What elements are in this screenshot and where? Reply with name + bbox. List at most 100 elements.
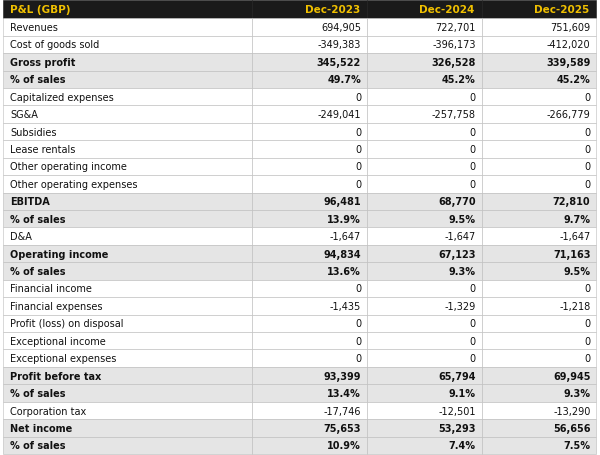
Text: 93,399: 93,399 — [323, 371, 361, 381]
Text: 0: 0 — [584, 284, 590, 294]
Bar — [253, 193, 367, 211]
Text: 0: 0 — [470, 318, 476, 329]
Bar — [3, 71, 253, 89]
Bar — [482, 245, 596, 263]
Bar — [367, 350, 482, 367]
Text: EBITDA: EBITDA — [10, 197, 50, 207]
Text: 94,834: 94,834 — [323, 249, 361, 259]
Bar — [482, 298, 596, 315]
Bar — [482, 332, 596, 350]
Text: 326,528: 326,528 — [431, 58, 476, 68]
Bar — [482, 176, 596, 193]
Text: 7.4%: 7.4% — [449, 440, 476, 450]
Bar — [482, 1, 596, 19]
Bar — [367, 124, 482, 141]
Text: 67,123: 67,123 — [438, 249, 476, 259]
Bar — [367, 36, 482, 54]
Text: 0: 0 — [584, 92, 590, 102]
Text: -13,290: -13,290 — [553, 405, 590, 415]
Text: -17,746: -17,746 — [323, 405, 361, 415]
Bar — [253, 19, 367, 36]
Bar — [482, 211, 596, 228]
Text: 9.3%: 9.3% — [563, 388, 590, 398]
Text: 0: 0 — [355, 354, 361, 364]
Bar — [482, 280, 596, 298]
Bar — [482, 384, 596, 402]
Text: 0: 0 — [470, 284, 476, 294]
Text: 339,589: 339,589 — [546, 58, 590, 68]
Text: Cost of goods sold: Cost of goods sold — [10, 40, 100, 51]
Text: 0: 0 — [355, 318, 361, 329]
Bar — [482, 19, 596, 36]
Text: 9.7%: 9.7% — [563, 214, 590, 224]
Text: 722,701: 722,701 — [436, 23, 476, 33]
Bar — [482, 124, 596, 141]
Bar — [3, 19, 253, 36]
Bar — [3, 402, 253, 420]
Bar — [367, 211, 482, 228]
Bar — [3, 350, 253, 367]
Bar — [482, 367, 596, 384]
Text: 0: 0 — [470, 162, 476, 172]
Text: 751,609: 751,609 — [550, 23, 590, 33]
Bar — [367, 141, 482, 158]
Bar — [367, 420, 482, 437]
Text: 69,945: 69,945 — [553, 371, 590, 381]
Text: 53,293: 53,293 — [438, 423, 476, 433]
Text: Exceptional income: Exceptional income — [10, 336, 106, 346]
Text: 75,653: 75,653 — [323, 423, 361, 433]
Text: Dec-2024: Dec-2024 — [419, 5, 475, 15]
Text: 96,481: 96,481 — [323, 197, 361, 207]
Bar — [367, 263, 482, 280]
Bar — [253, 298, 367, 315]
Bar — [482, 36, 596, 54]
Bar — [3, 315, 253, 332]
Bar — [367, 193, 482, 211]
Text: Profit before tax: Profit before tax — [10, 371, 101, 381]
Bar — [3, 263, 253, 280]
Text: 0: 0 — [470, 145, 476, 155]
Text: -349,383: -349,383 — [318, 40, 361, 51]
Text: -1,647: -1,647 — [445, 232, 476, 242]
Text: 49.7%: 49.7% — [328, 75, 361, 85]
Bar — [253, 71, 367, 89]
Text: Capitalized expenses: Capitalized expenses — [10, 92, 114, 102]
Text: -249,041: -249,041 — [317, 110, 361, 120]
Bar — [253, 124, 367, 141]
Text: 694,905: 694,905 — [321, 23, 361, 33]
Text: -1,647: -1,647 — [330, 232, 361, 242]
Text: Other operating income: Other operating income — [10, 162, 127, 172]
Text: 0: 0 — [584, 179, 590, 189]
Bar — [3, 89, 253, 106]
Text: Gross profit: Gross profit — [10, 58, 76, 68]
Bar — [367, 1, 482, 19]
Bar — [3, 193, 253, 211]
Text: 9.3%: 9.3% — [449, 267, 476, 277]
Bar — [482, 263, 596, 280]
Text: 0: 0 — [584, 336, 590, 346]
Text: D&A: D&A — [10, 232, 32, 242]
Text: 56,656: 56,656 — [553, 423, 590, 433]
Text: % of sales: % of sales — [10, 214, 66, 224]
Bar — [482, 228, 596, 245]
Text: 9.5%: 9.5% — [449, 214, 476, 224]
Text: % of sales: % of sales — [10, 440, 66, 450]
Bar — [3, 298, 253, 315]
Bar — [3, 280, 253, 298]
Bar — [367, 158, 482, 176]
Bar — [482, 106, 596, 124]
Bar — [3, 124, 253, 141]
Bar — [3, 367, 253, 384]
Bar — [3, 384, 253, 402]
Bar — [482, 54, 596, 71]
Bar — [253, 245, 367, 263]
Text: 13.9%: 13.9% — [328, 214, 361, 224]
Bar — [367, 71, 482, 89]
Text: Subsidies: Subsidies — [10, 127, 57, 137]
Bar — [367, 245, 482, 263]
Bar — [3, 228, 253, 245]
Text: 0: 0 — [355, 284, 361, 294]
Text: Financial expenses: Financial expenses — [10, 301, 103, 311]
Text: 7.5%: 7.5% — [563, 440, 590, 450]
Text: Financial income: Financial income — [10, 284, 92, 294]
